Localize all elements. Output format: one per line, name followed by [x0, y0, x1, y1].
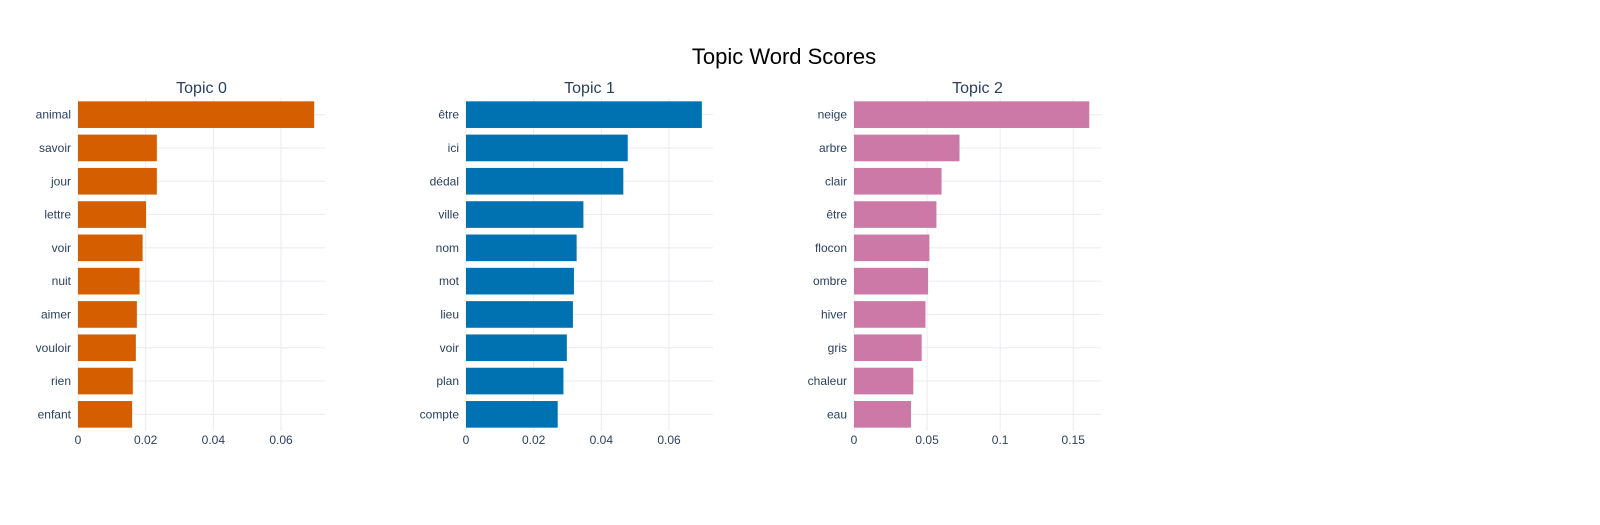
bar	[466, 401, 558, 428]
category-label: aimer	[41, 307, 71, 321]
category-label: ombre	[813, 274, 847, 288]
category-label: être	[438, 108, 459, 122]
bar	[854, 267, 929, 295]
x-tick-label: 0.05	[915, 433, 939, 447]
category-label: arbre	[819, 141, 847, 155]
bar	[466, 301, 573, 328]
bar	[466, 134, 628, 162]
bar	[854, 334, 922, 362]
bar	[466, 234, 577, 262]
bar	[854, 167, 942, 195]
category-label: ici	[448, 141, 459, 155]
category-label: voir	[52, 241, 71, 255]
category-label: clair	[825, 174, 847, 188]
chart-panels: 0 0.02 0.04 0.06 animal savoir jour lettre voir n…	[36, 80, 1101, 447]
bar	[78, 234, 143, 262]
bar	[854, 234, 930, 262]
bar	[78, 101, 315, 128]
bar	[466, 167, 624, 195]
bar	[854, 401, 911, 428]
chart-panel-1: 0 0.02 0.04 0.06 être ici dédal ville nom mot lieu…	[420, 80, 713, 447]
category-label: voir	[440, 341, 459, 355]
category-label: rien	[51, 374, 71, 388]
category-label: dédal	[430, 174, 459, 188]
category-label: mot	[439, 274, 460, 288]
x-tick-label: 0.04	[590, 433, 614, 447]
bar	[466, 334, 567, 362]
category-label: enfant	[38, 407, 72, 421]
chart-panel-0: 0 0.02 0.04 0.06 animal savoir jour lettre voir n…	[36, 80, 325, 447]
bar	[466, 367, 564, 395]
x-tick-label: 0.02	[522, 433, 546, 447]
category-label: lieu	[440, 307, 459, 321]
bar	[854, 367, 914, 395]
x-tick-label: 0.15	[1062, 433, 1086, 447]
category-label: ville	[438, 208, 459, 222]
subplot-title: Topic 2	[952, 80, 1003, 97]
category-label: chaleur	[808, 374, 847, 388]
bar	[78, 201, 147, 228]
x-tick-label: 0	[851, 433, 858, 447]
bar	[854, 301, 926, 328]
category-label: hiver	[821, 307, 847, 321]
subplot-title: Topic 1	[564, 80, 615, 97]
x-tick-label: 0.06	[657, 433, 681, 447]
category-label: gris	[828, 341, 847, 355]
category-label: compte	[420, 407, 460, 421]
chart-title: Topic Word Scores	[692, 44, 876, 69]
bar	[854, 134, 960, 162]
bar	[78, 401, 133, 428]
subplot-title: Topic 0	[176, 80, 227, 97]
x-tick-label: 0.06	[269, 433, 293, 447]
x-tick-label: 0.02	[134, 433, 158, 447]
category-label: jour	[50, 174, 71, 188]
bar	[78, 267, 140, 295]
bar	[466, 201, 584, 228]
category-label: flocon	[815, 241, 847, 255]
bar	[466, 267, 574, 295]
x-tick-label: 0	[75, 433, 82, 447]
category-label: être	[826, 208, 847, 222]
x-tick-label: 0	[463, 433, 470, 447]
bar	[854, 101, 1090, 128]
bar	[78, 301, 137, 328]
chart-panel-2: 0 0.05 0.1 0.15 neige arbre clair être flocon omb…	[808, 80, 1101, 447]
category-label: animal	[36, 108, 71, 122]
category-label: savoir	[39, 141, 71, 155]
bar	[854, 201, 937, 228]
category-label: neige	[818, 108, 848, 122]
bar	[78, 167, 157, 195]
category-label: vouloir	[36, 341, 71, 355]
bar	[78, 334, 136, 362]
x-tick-label: 0.04	[202, 433, 226, 447]
bar	[466, 101, 702, 128]
bar	[78, 367, 133, 395]
bar	[78, 134, 157, 162]
x-tick-label: 0.1	[992, 433, 1009, 447]
category-label: lettre	[44, 208, 71, 222]
category-label: plan	[436, 374, 459, 388]
category-label: nuit	[52, 274, 72, 288]
category-label: eau	[827, 407, 847, 421]
category-label: nom	[436, 241, 459, 255]
